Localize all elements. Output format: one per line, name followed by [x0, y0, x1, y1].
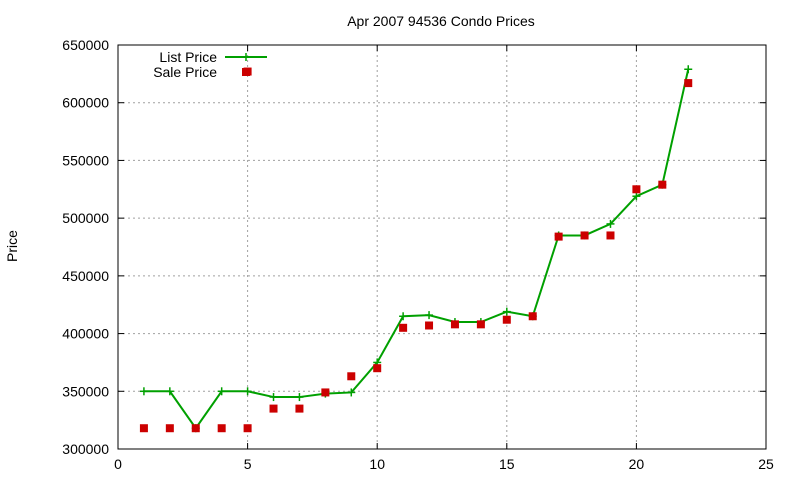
plot-frame [117, 44, 767, 450]
y-tick-label: 450000 [62, 268, 109, 284]
y-tick-label: 400000 [62, 326, 109, 342]
x-tick-label: 10 [369, 456, 385, 472]
y-tick-label: 500000 [62, 210, 109, 226]
list-price-point [502, 307, 511, 316]
legend-label-list-price: List Price [159, 49, 217, 65]
sale-price-point [217, 424, 226, 433]
y-tick-label: 350000 [62, 383, 109, 399]
sale-price-point [476, 320, 485, 329]
list-price-point [243, 387, 252, 396]
sale-price-point [373, 364, 382, 373]
legend-label-sale-price: Sale Price [153, 64, 217, 80]
sale-price-point [139, 424, 148, 433]
y-tick-label: 650000 [62, 37, 109, 53]
y-tick-label: 300000 [62, 441, 109, 457]
x-tick-label: 15 [499, 456, 515, 472]
list-price-point [217, 387, 226, 396]
x-tick-label: 5 [244, 456, 252, 472]
sale-price-point [658, 180, 667, 189]
list-price-point [684, 65, 693, 74]
sale-price-point [450, 320, 459, 329]
x-tick-label: 25 [758, 456, 774, 472]
sale-price-point [295, 404, 304, 413]
list-price-line [143, 69, 690, 430]
list-price-point [269, 393, 278, 402]
sale-price-point [580, 231, 589, 240]
grid-lines [118, 45, 766, 449]
sale-price-point [554, 232, 563, 241]
sale-price-point [684, 79, 693, 88]
plot-axes [117, 44, 767, 450]
sale-price-point [165, 424, 174, 433]
data-series [139, 65, 693, 433]
sale-price-point [269, 404, 278, 413]
legend-marker-list-price [242, 53, 250, 61]
sale-price-point [347, 372, 356, 381]
y-tick-label: 550000 [62, 152, 109, 168]
list-price-point [632, 192, 641, 201]
y-axis-label: Price [4, 230, 20, 262]
list-price-point [139, 387, 148, 396]
list-price-point [165, 387, 174, 396]
sale-price-point [399, 323, 408, 332]
sale-price-point [606, 231, 615, 240]
sale-price-point [502, 315, 511, 324]
list-price-point [606, 219, 615, 228]
list-price-point [347, 388, 356, 397]
tick-labels: 0 5 10 15 20 25 300000 350000 400000 450000 500000… [62, 37, 774, 472]
x-tick-label: 20 [629, 456, 645, 472]
sale-price-point [425, 321, 434, 330]
x-tick-label: 0 [114, 456, 122, 472]
sale-price-point [528, 312, 537, 321]
sale-price-point [632, 185, 641, 194]
list-price-point [295, 393, 304, 402]
sale-price-point [191, 424, 200, 433]
list-price-point [425, 311, 434, 320]
list-price-point [399, 312, 408, 321]
sale-price-point [243, 424, 252, 433]
sale-price-point [321, 388, 330, 397]
chart-title: Apr 2007 94536 Condo Prices [347, 13, 535, 29]
legend-swatch-sale-price [242, 68, 250, 76]
y-tick-label: 600000 [62, 95, 109, 111]
